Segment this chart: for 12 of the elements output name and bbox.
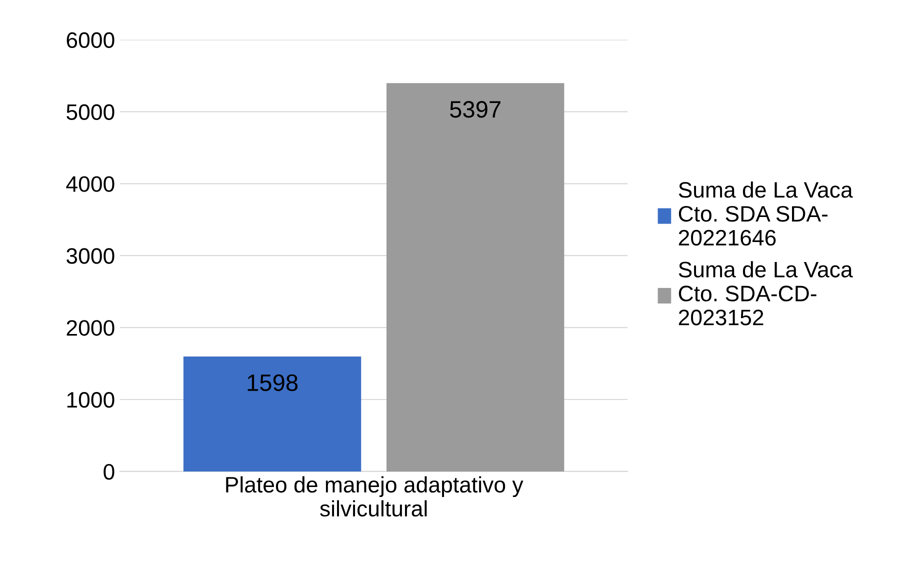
legend-label: Suma de La Vaca Cto. SDA SDA-20221646 (678, 181, 853, 246)
legend-label: Suma de La Vaca Cto. SDA-CD-2023152 (678, 261, 853, 326)
x-tick-label: Plateo de manejo adaptativo y silvicultural (226, 476, 524, 517)
y-tick-label: 4000 (66, 176, 114, 192)
data-label: 1598 (248, 374, 298, 392)
y-tick-label: 2000 (66, 320, 114, 336)
y-tick-label: 6000 (66, 32, 114, 48)
y-tick-label: 0 (104, 464, 114, 480)
y-tick-label: 5000 (66, 104, 114, 120)
y-tick-label: 1000 (67, 392, 114, 408)
data-label: 5397 (450, 101, 500, 118)
y-tick-label: 3000 (66, 248, 114, 264)
